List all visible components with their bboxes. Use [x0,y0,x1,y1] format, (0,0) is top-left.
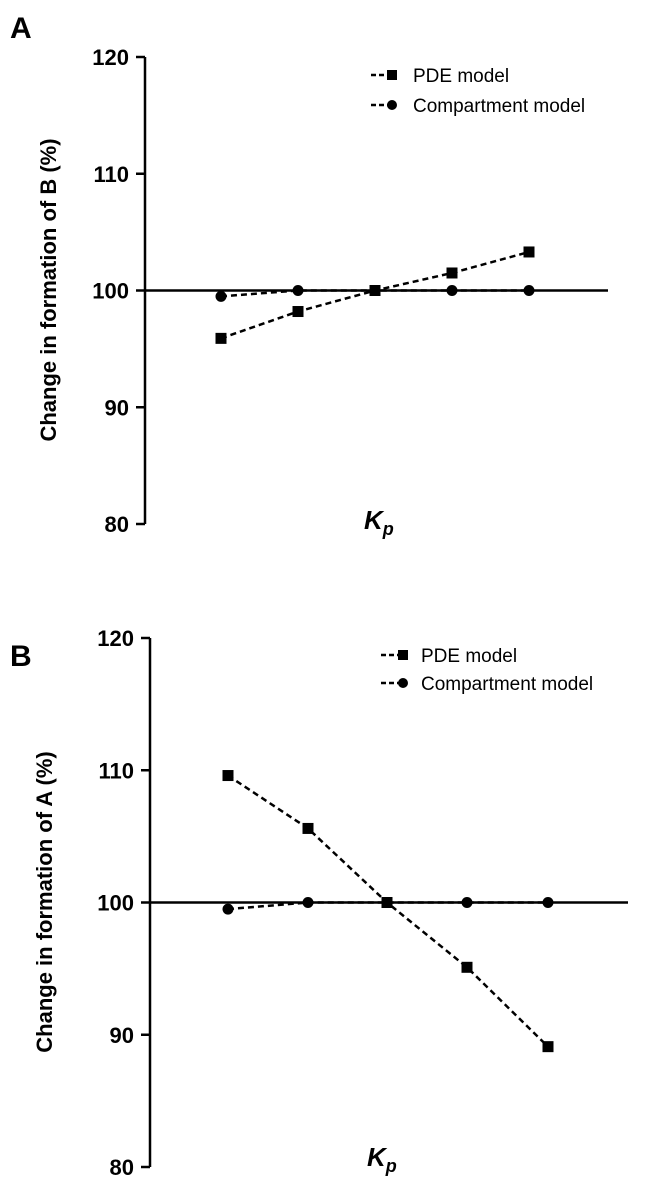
panel-a-legend-marker-square [387,70,397,80]
panel-b-pde-point [222,770,234,782]
panel-a-y-tick-label: 80 [105,512,129,537]
panel-b-y-tick-label: 120 [97,626,134,651]
panel-b-y-tick-label: 100 [97,891,134,916]
panel-a-y-tick-label: 100 [92,279,129,304]
panel-b-compartment-point [461,897,473,908]
panel-a-pde-point [215,332,227,344]
panel-a-y-tick-label: 90 [105,395,129,420]
panel-b-legend-marker-square [398,650,408,660]
panel-b-compartment-point [302,897,314,908]
panel-b-y-axis-label: Change in formation of A (%) [32,751,57,1052]
panel-a-compartment-point [292,285,304,296]
panel-a-legend-label-1: PDE model [413,66,509,87]
panel-b-compartment-point [542,897,554,908]
panel-b-legend-label-1: PDE model [421,646,517,667]
panel-b-x-axis-label: Kp [367,1142,397,1176]
panel-b-legend-marker-circle [398,678,408,688]
panel-b-y-tick-label: 90 [110,1023,134,1048]
panel-b-compartment-point [381,897,393,908]
panel-b: B Change in formation of A (%) Kp 80 90 10… [10,626,628,1180]
panel-a-pde-point [523,246,535,258]
panel-b-series-line-2 [227,901,548,911]
panel-a-pde-point [292,306,304,318]
panel-a-y-axis-label: Change in formation of B (%) [36,138,61,441]
panel-a-y-tick-label: 110 [94,162,130,187]
panel-b-legend-label-2: Compartment model [421,674,593,695]
panel-a-letter: A [10,12,32,45]
panel-b-pde-point [542,1041,554,1053]
panel-a-y-tick-label: 120 [92,45,129,70]
panel-b-series-line-1 [227,774,549,1048]
panel-b-y-tick-label: 80 [110,1155,134,1180]
panel-a-compartment-point [446,285,458,296]
panel-a-x-axis-label: Kp [364,505,394,539]
panel-a-legend-label-2: Compartment model [413,96,585,117]
panel-b-pde-point [302,822,314,834]
panel-b-letter: B [10,640,32,673]
panel-a-compartment-point [523,285,535,296]
panel-b-y-tick-label: 110 [99,758,135,783]
panel-a-compartment-point [215,290,227,302]
panel-a: A Change in formation of B (%) Kp 80 90 10… [10,12,608,539]
panel-b-compartment-point [222,903,234,915]
panel-b-pde-point [461,961,473,973]
panel-a-legend-marker-circle [387,100,397,110]
panel-a-compartment-point [369,285,381,296]
panel-a-pde-point [446,267,458,279]
